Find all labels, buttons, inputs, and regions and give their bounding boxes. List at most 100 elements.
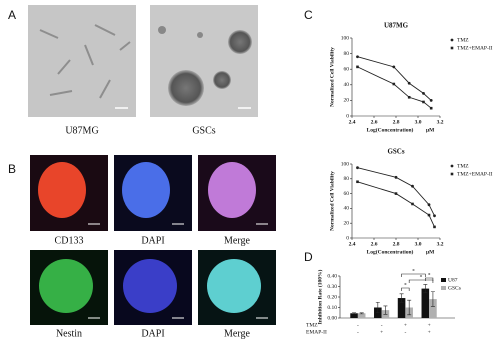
error-bar bbox=[383, 305, 388, 315]
condition: - bbox=[404, 329, 406, 335]
point bbox=[422, 91, 425, 95]
y-tick-label: 60 bbox=[344, 66, 350, 72]
annotation: * bbox=[412, 268, 415, 274]
x-tick-label: 2.6 bbox=[371, 241, 378, 247]
series-line bbox=[357, 56, 432, 101]
bracket bbox=[425, 277, 434, 281]
annotation: * bbox=[420, 274, 423, 280]
annotation: * bbox=[404, 282, 407, 288]
x-axis-unit: μM bbox=[426, 249, 435, 255]
legend-label: U87 bbox=[448, 277, 458, 283]
x-tick-label: 3.2 bbox=[437, 241, 444, 247]
panel-label: B bbox=[8, 162, 16, 176]
legend-marker bbox=[450, 172, 454, 176]
y-tick-label: 100 bbox=[341, 161, 350, 167]
legend-marker bbox=[450, 164, 454, 168]
legend-label: TMZ bbox=[457, 163, 469, 169]
series-line bbox=[357, 66, 432, 109]
x-tick-label: 3.2 bbox=[437, 119, 444, 125]
micrograph-cd133 bbox=[30, 155, 108, 231]
error-bar bbox=[430, 291, 435, 307]
legend-label: TMZ bbox=[457, 37, 469, 43]
error-bar bbox=[375, 301, 380, 314]
chart-title: U87MG bbox=[384, 22, 409, 30]
y-tick-label: 0.00 bbox=[327, 315, 337, 321]
micrograph-nestin bbox=[30, 250, 108, 325]
micrograph-merge-2 bbox=[198, 250, 276, 325]
condition: - bbox=[357, 322, 359, 328]
legend-marker bbox=[450, 46, 454, 50]
x-tick-label: 2.4 bbox=[349, 119, 356, 125]
y-tick-label: 40 bbox=[344, 82, 350, 88]
x-tick-label: 3.0 bbox=[415, 119, 422, 125]
bar bbox=[421, 288, 430, 318]
legend-marker bbox=[450, 38, 454, 42]
y-tick-label: 60 bbox=[344, 191, 350, 197]
caption: Merge bbox=[224, 328, 250, 339]
bar bbox=[429, 299, 437, 318]
bar bbox=[350, 313, 358, 318]
point bbox=[392, 82, 396, 86]
bracket bbox=[401, 273, 426, 277]
condition: - bbox=[381, 322, 383, 328]
x-tick-label: 2.8 bbox=[393, 241, 400, 247]
caption: DAPI bbox=[141, 235, 164, 246]
point bbox=[407, 81, 411, 85]
y-axis-label: Normalized Cell Viability bbox=[329, 171, 335, 231]
error-bar bbox=[352, 312, 357, 315]
micrograph-dapi-1 bbox=[114, 155, 192, 231]
series-line bbox=[357, 167, 435, 216]
caption: GSCs bbox=[192, 125, 215, 136]
point bbox=[356, 65, 359, 69]
bar bbox=[397, 298, 406, 318]
point bbox=[411, 184, 414, 188]
y-axis-label: Inhibition Rate (100%) bbox=[316, 269, 323, 324]
legend-label: TMZ+EMAP-II bbox=[457, 171, 493, 177]
y-tick-label: 0.20 bbox=[327, 294, 337, 300]
y-tick-label: 80 bbox=[344, 51, 350, 57]
point bbox=[427, 203, 431, 207]
point bbox=[411, 202, 414, 206]
x-tick-label: 2.6 bbox=[371, 119, 378, 125]
point bbox=[407, 95, 411, 99]
error-bar bbox=[399, 293, 404, 303]
condition: + bbox=[428, 329, 431, 335]
bracket bbox=[408, 279, 434, 283]
point bbox=[433, 225, 436, 229]
row-label: TMZ bbox=[306, 322, 318, 328]
legend-marker bbox=[441, 278, 446, 282]
legend-label: GSCs bbox=[448, 285, 461, 291]
legend-label: TMZ+EMAP-II bbox=[457, 45, 493, 51]
point bbox=[356, 55, 359, 59]
y-tick-label: 20 bbox=[344, 220, 350, 226]
micrograph-dapi-2 bbox=[114, 250, 192, 325]
micrograph-merge-1 bbox=[198, 155, 276, 231]
y-tick-label: 0.30 bbox=[327, 284, 337, 290]
y-tick-label: 0.10 bbox=[327, 305, 337, 311]
panel-label: D bbox=[304, 250, 313, 264]
condition: + bbox=[428, 322, 431, 328]
series-line bbox=[357, 181, 435, 228]
error-bar bbox=[359, 312, 364, 315]
caption: Merge bbox=[224, 235, 250, 246]
error-bar bbox=[423, 284, 428, 294]
point bbox=[392, 65, 396, 69]
panel-label: A bbox=[8, 8, 16, 22]
x-tick-label: 2.8 bbox=[393, 119, 400, 125]
annotation: * bbox=[428, 272, 431, 278]
caption: CD133 bbox=[55, 235, 84, 246]
condition: - bbox=[357, 329, 359, 335]
x-tick-label: 2.4 bbox=[349, 241, 356, 247]
micrograph-gscs bbox=[150, 5, 258, 117]
caption: Nestin bbox=[56, 328, 82, 339]
x-tick-label: 3.0 bbox=[415, 241, 422, 247]
x-axis-label: Log(Concentration) bbox=[367, 248, 414, 255]
y-tick-label: 20 bbox=[344, 98, 350, 104]
point bbox=[356, 166, 359, 170]
y-tick-label: 0.40 bbox=[327, 273, 337, 279]
condition: + bbox=[380, 329, 383, 335]
y-axis-label: Normalized Cell Viability bbox=[329, 47, 335, 107]
point bbox=[394, 192, 398, 195]
point bbox=[429, 106, 433, 110]
